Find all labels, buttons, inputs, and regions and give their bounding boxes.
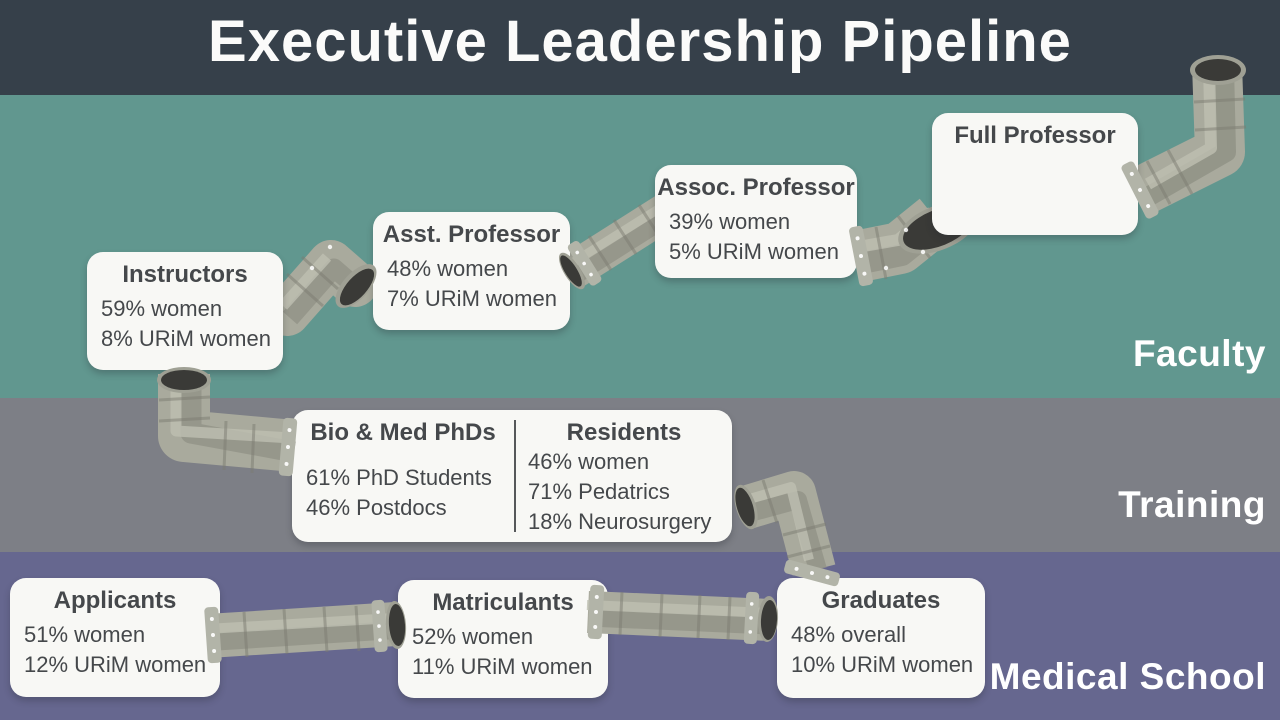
stat-line: 48% women: [387, 256, 509, 281]
stat-line: 12% URiM women: [24, 652, 207, 677]
box-matriculants: Matriculants 52% women 11% URiM women: [398, 580, 608, 698]
stat-line: 46% Postdocs: [306, 495, 447, 520]
box-stats: 51% women 12% URiM women: [10, 615, 220, 680]
stat-line: 59% women: [101, 296, 223, 321]
box-asst-professor: Asst. Professor 48% women 7% URiM women: [373, 212, 570, 330]
stat-line: 7% URiM women: [387, 286, 557, 311]
stat-line: 11% URiM women: [412, 654, 593, 679]
box-stats: 52% women 11% URiM women: [398, 617, 608, 682]
column-bio-med-phds: Bio & Med PhDs 61% PhD Students 46% Post…: [292, 410, 514, 542]
box-title: Full Professor: [954, 122, 1116, 149]
box-title: Applicants: [53, 587, 177, 614]
stat-line: 52% women: [412, 624, 534, 649]
stat-line: 48% overall: [791, 622, 906, 647]
stat-line: 51% women: [24, 622, 146, 647]
stat-line: 46% women: [528, 449, 650, 474]
box-stats: 59% women 8% URiM women: [87, 289, 283, 354]
box-graduates: Graduates 48% overall 10% URiM women: [777, 578, 985, 698]
stat-line: 10% URiM women: [791, 652, 974, 677]
stat-line: 39% women: [669, 209, 791, 234]
box-title: Residents: [566, 419, 682, 446]
box-stats: 48% women 7% URiM women: [373, 249, 570, 314]
box-stats: 46% women 71% Pedatrics 18% Neurosurgery: [516, 447, 732, 537]
box-stats: 39% women 5% URiM women: [655, 202, 857, 267]
box-assoc-professor: Assoc. Professor 39% women 5% URiM women: [655, 165, 857, 278]
box-full-professor: Full Professor: [932, 113, 1138, 235]
stat-line: 71% Pedatrics: [528, 479, 670, 504]
box-title: Graduates: [821, 587, 941, 614]
box-title: Matriculants: [432, 589, 574, 616]
stat-line: 8% URiM women: [101, 326, 271, 351]
box-title: Asst. Professor: [382, 221, 561, 248]
band-label-medical-school: Medical School: [989, 656, 1266, 697]
box-title: Bio & Med PhDs: [310, 419, 496, 446]
box-title: Instructors: [122, 261, 248, 288]
band-label-training: Training: [1118, 484, 1266, 525]
box-stats: 61% PhD Students 46% Postdocs: [292, 447, 514, 523]
box-stats: 48% overall 10% URiM women: [777, 615, 985, 680]
stat-line: 5% URiM women: [669, 239, 839, 264]
page-title: Executive Leadership Pipeline: [208, 9, 1072, 74]
box-training-combined: Bio & Med PhDs 61% PhD Students 46% Post…: [292, 410, 732, 542]
band-label-faculty: Faculty: [1132, 333, 1266, 374]
box-title: Assoc. Professor: [657, 174, 855, 201]
box-instructors: Instructors 59% women 8% URiM women: [87, 252, 283, 370]
stat-line: 61% PhD Students: [306, 465, 492, 490]
box-applicants: Applicants 51% women 12% URiM women: [10, 578, 220, 697]
column-residents: Residents 46% women 71% Pedatrics 18% Ne…: [516, 410, 732, 542]
stat-line: 18% Neurosurgery: [528, 509, 712, 534]
header-band: [0, 0, 1280, 95]
column-divider: [514, 420, 516, 532]
